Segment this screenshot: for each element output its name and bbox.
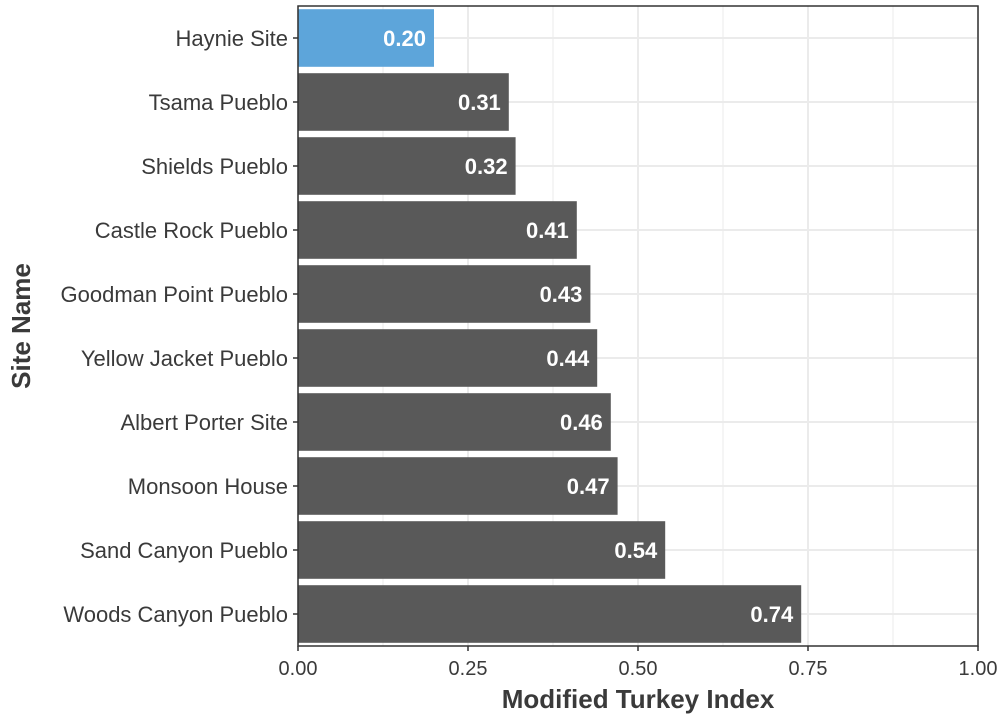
y-axis-title: Site Name (6, 263, 36, 389)
x-tick-label: 0.25 (449, 658, 488, 680)
bar (298, 585, 802, 643)
data-label: 0.41 (526, 218, 569, 243)
data-label: 0.32 (465, 154, 508, 179)
y-tick-label: Haynie Site (175, 26, 288, 51)
x-tick-label: 0.50 (619, 658, 658, 680)
bar (298, 73, 509, 131)
x-tick-label: 1.00 (959, 658, 998, 680)
bar (298, 265, 591, 323)
x-axis-ticks: 0.00 0.25 0.50 0.75 1.00 (279, 646, 998, 680)
data-label: 0.47 (567, 474, 610, 499)
y-tick-label: Tsama Pueblo (149, 90, 288, 115)
y-tick-label: Shields Pueblo (141, 154, 288, 179)
data-label: 0.54 (614, 538, 658, 563)
y-tick-label: Yellow Jacket Pueblo (81, 346, 288, 371)
data-label: 0.20 (383, 26, 426, 51)
bar (298, 9, 434, 67)
bar (298, 329, 598, 387)
data-label: 0.44 (546, 346, 590, 371)
bar (298, 393, 611, 451)
data-labels-layer: 0.20 0.31 0.32 0.41 0.43 0.44 0.46 0.47 0.54 0.74 (383, 26, 794, 627)
x-axis-title: Modified Turkey Index (502, 684, 775, 714)
y-tick-label: Castle Rock Pueblo (95, 218, 288, 243)
bars-layer (298, 9, 802, 643)
y-tick-label: Albert Porter Site (120, 410, 288, 435)
data-label: 0.43 (540, 282, 583, 307)
data-label: 0.74 (750, 602, 794, 627)
bar (298, 137, 516, 195)
y-tick-label: Woods Canyon Pueblo (63, 602, 288, 627)
data-label: 0.46 (560, 410, 603, 435)
y-tick-label: Monsoon House (128, 474, 288, 499)
bar (298, 521, 666, 579)
x-tick-label: 0.75 (789, 658, 828, 680)
bar (298, 457, 618, 515)
y-tick-label: Goodman Point Pueblo (61, 282, 289, 307)
data-label: 0.31 (458, 90, 501, 115)
x-tick-label: 0.00 (279, 658, 318, 680)
y-axis-ticks: Haynie Site Tsama Pueblo Shields Pueblo Cas… (61, 26, 298, 627)
y-tick-label: Sand Canyon Pueblo (80, 538, 288, 563)
bar (298, 201, 577, 259)
